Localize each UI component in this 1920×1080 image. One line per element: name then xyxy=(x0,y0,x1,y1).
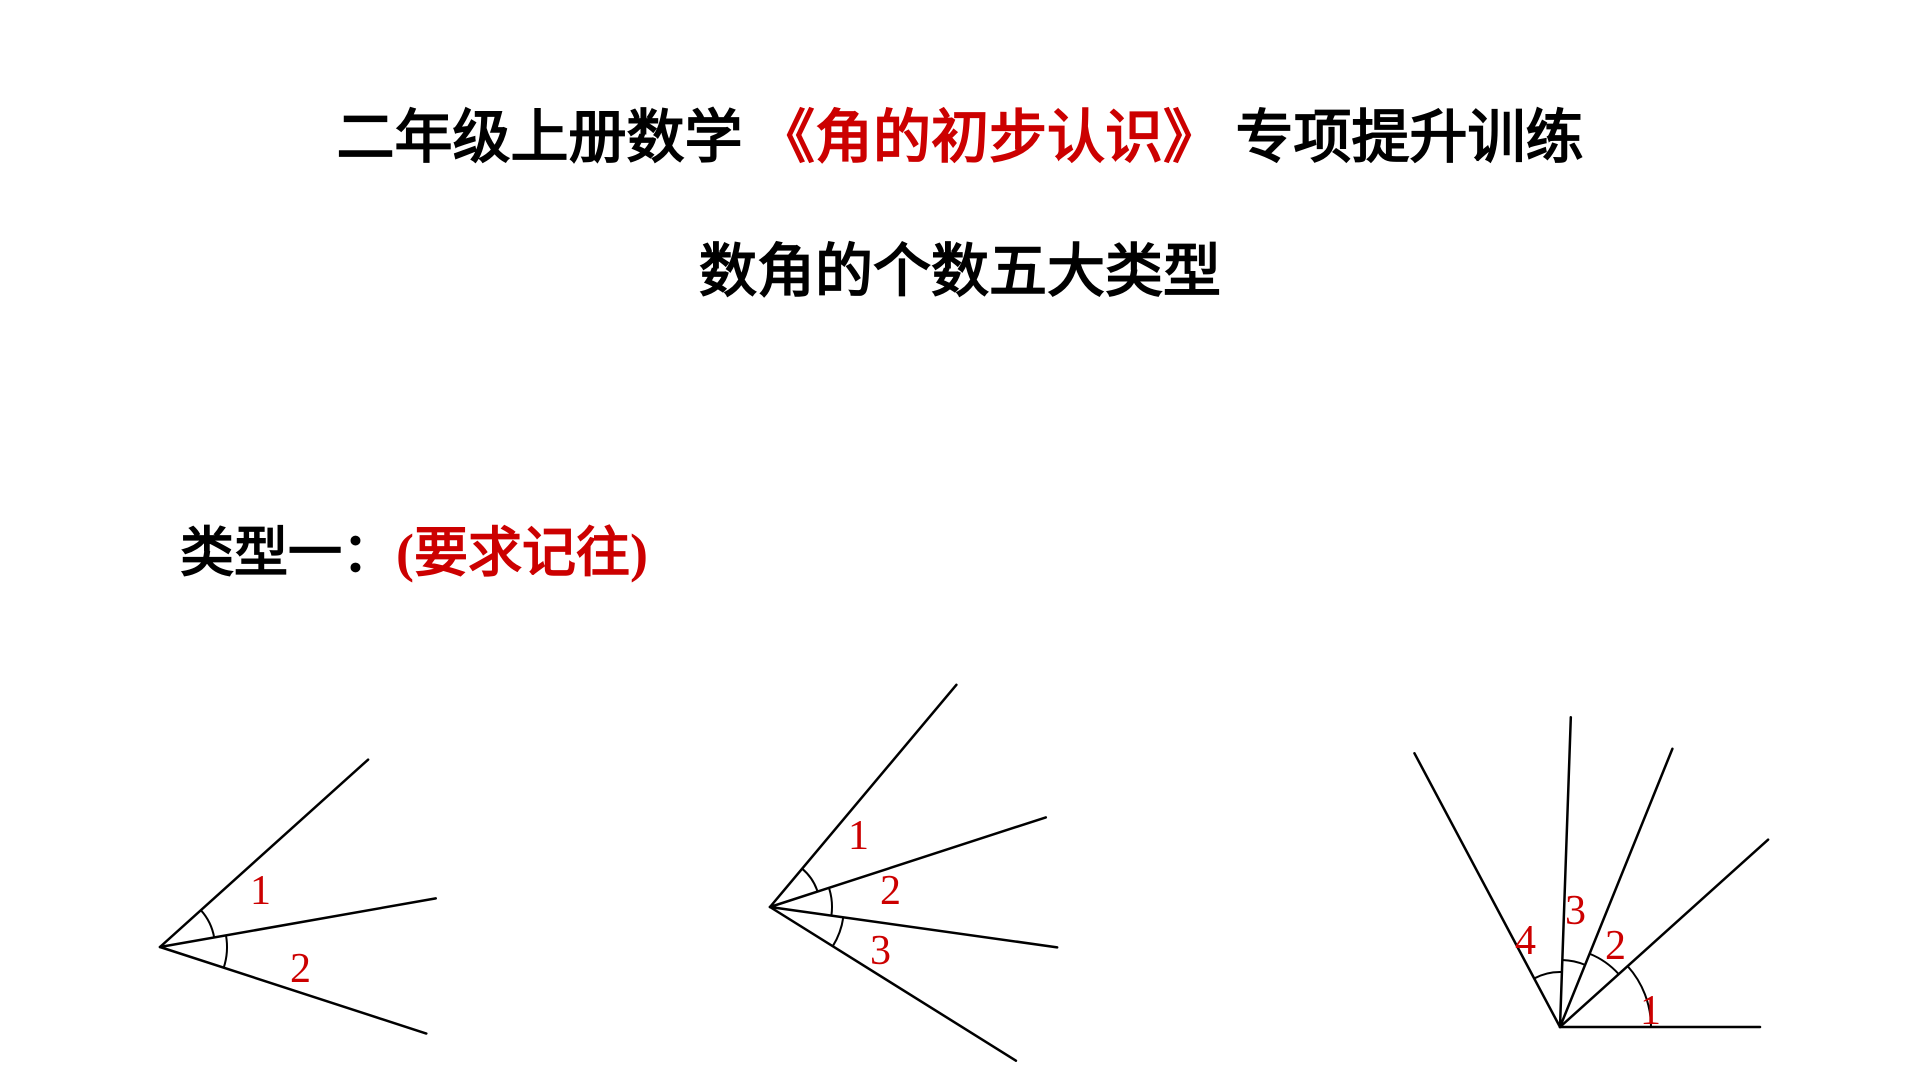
angle-number-label: 1 xyxy=(250,867,271,915)
angle-diagram-2: 12 3 xyxy=(750,667,1110,1067)
diagrams-row: 12 123 1234 xyxy=(120,667,1800,1067)
diagram-svg-2 xyxy=(750,667,1110,1067)
angle-number-label: 1 xyxy=(848,812,869,860)
main-title: 二年级上册数学 《角的初步认识》 专项提升训练 xyxy=(120,90,1800,174)
section-heading: 类型一：(要求记往) xyxy=(180,508,1800,587)
diagram-svg-3 xyxy=(1380,687,1780,1067)
angle-number-label: 3 xyxy=(1565,887,1586,935)
diagram-svg-1 xyxy=(140,727,480,1067)
subtitle: 数角的个数五大类型 xyxy=(120,224,1800,308)
title-highlight: 《角的初步认识》 xyxy=(757,105,1221,170)
angle-number-label: 4 xyxy=(1515,917,1536,965)
angle-number-label: 3 xyxy=(870,927,891,975)
section-highlight: (要求记往) xyxy=(396,523,648,583)
angle-number-label: 2 xyxy=(290,945,311,993)
title-prefix: 二年级上册数学 xyxy=(336,105,757,170)
angle-diagram-3: 1234 xyxy=(1380,687,1780,1067)
section-prefix: 类型一： xyxy=(180,523,396,583)
angle-number-label: 1 xyxy=(1640,987,1661,1035)
angle-diagram-1: 12 xyxy=(140,727,480,1067)
angle-number-label: 2 xyxy=(880,867,901,915)
angle-number-label: 2 xyxy=(1605,922,1626,970)
title-suffix: 专项提升训练 xyxy=(1221,105,1584,170)
page-container: 二年级上册数学 《角的初步认识》 专项提升训练 数角的个数五大类型 类型一：(要… xyxy=(0,0,1920,1080)
